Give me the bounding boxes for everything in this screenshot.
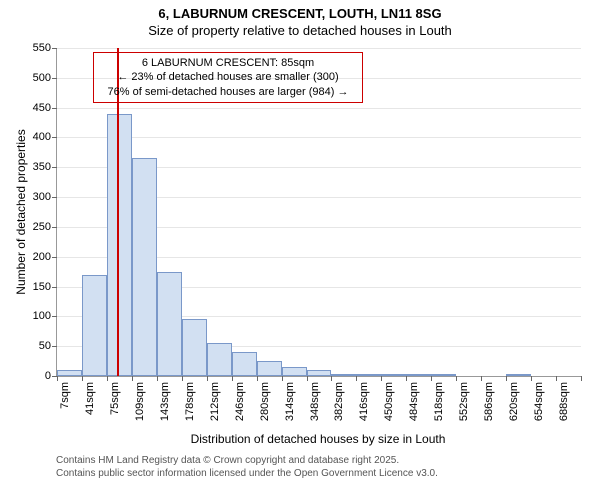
xtick-label: 75sqm — [109, 382, 121, 415]
xtick-label: 518sqm — [433, 382, 445, 421]
xtick-mark — [232, 376, 233, 381]
histogram-bar — [307, 370, 332, 376]
xtick-label: 7sqm — [59, 382, 71, 409]
xtick-mark — [406, 376, 407, 381]
xtick-mark — [531, 376, 532, 381]
xtick-label: 41sqm — [84, 382, 96, 415]
footer-line-2: Contains public sector information licen… — [56, 467, 438, 480]
xtick-label: 688sqm — [558, 382, 570, 421]
ytick-label: 450 — [33, 102, 57, 114]
xtick-label: 416sqm — [358, 382, 370, 421]
chart-title: 6, LABURNUM CRESCENT, LOUTH, LN11 8SG — [0, 0, 600, 23]
histogram-bar — [207, 343, 232, 376]
xtick-mark — [82, 376, 83, 381]
ytick-label: 150 — [33, 281, 57, 293]
callout-box: 6 LABURNUM CRESCENT: 85sqm← 23% of detac… — [93, 52, 363, 103]
xtick-label: 178sqm — [184, 382, 196, 421]
xtick-mark — [331, 376, 332, 381]
xtick-mark — [157, 376, 158, 381]
xtick-label: 143sqm — [159, 382, 171, 421]
chart-subtitle: Size of property relative to detached ho… — [0, 23, 600, 40]
xtick-mark — [456, 376, 457, 381]
histogram-bar — [356, 374, 381, 376]
xtick-label: 552sqm — [458, 382, 470, 421]
xtick-mark — [381, 376, 382, 381]
ytick-label: 250 — [33, 221, 57, 233]
xtick-mark — [481, 376, 482, 381]
xtick-label: 654sqm — [533, 382, 545, 421]
grid-line — [57, 108, 581, 109]
xtick-mark — [581, 376, 582, 381]
xtick-mark — [307, 376, 308, 381]
histogram-bar — [331, 374, 356, 376]
xtick-label: 348sqm — [309, 382, 321, 421]
title-line-2: Size of property relative to detached ho… — [148, 23, 452, 38]
xtick-mark — [182, 376, 183, 381]
xtick-mark — [132, 376, 133, 381]
xtick-label: 246sqm — [234, 382, 246, 421]
callout-line-0: 6 LABURNUM CRESCENT: 85sqm — [100, 56, 356, 70]
grid-line — [57, 137, 581, 138]
ytick-label: 350 — [33, 161, 57, 173]
ytick-label: 400 — [33, 131, 57, 143]
xtick-mark — [257, 376, 258, 381]
ytick-label: 0 — [45, 370, 57, 382]
ytick-label: 50 — [39, 340, 57, 352]
histogram-bar — [82, 275, 107, 376]
xtick-label: 382sqm — [333, 382, 345, 421]
xtick-label: 314sqm — [284, 382, 296, 421]
histogram-bar — [57, 370, 82, 376]
xtick-mark — [431, 376, 432, 381]
x-axis-label: Distribution of detached houses by size … — [56, 432, 580, 446]
plot-area: 0501001502002503003504004505005507sqm41s… — [56, 48, 581, 377]
xtick-label: 212sqm — [209, 382, 221, 421]
xtick-mark — [207, 376, 208, 381]
y-axis-label: Number of detached properties — [14, 129, 28, 294]
footer: Contains HM Land Registry data © Crown c… — [56, 454, 438, 480]
histogram-bar — [381, 374, 406, 376]
ytick-label: 100 — [33, 310, 57, 322]
xtick-label: 280sqm — [259, 382, 271, 421]
histogram-bar — [132, 158, 157, 376]
ytick-label: 550 — [33, 42, 57, 54]
xtick-label: 620sqm — [508, 382, 520, 421]
ytick-label: 500 — [33, 72, 57, 84]
xtick-mark — [107, 376, 108, 381]
xtick-label: 450sqm — [383, 382, 395, 421]
histogram-bar — [182, 319, 207, 376]
histogram-bar — [282, 367, 307, 376]
ytick-label: 300 — [33, 191, 57, 203]
xtick-mark — [282, 376, 283, 381]
xtick-mark — [556, 376, 557, 381]
callout-line-1: ← 23% of detached houses are smaller (30… — [100, 70, 356, 84]
histogram-bar — [257, 361, 282, 376]
xtick-mark — [506, 376, 507, 381]
xtick-label: 586sqm — [483, 382, 495, 421]
callout-line-2: 76% of semi-detached houses are larger (… — [100, 85, 356, 99]
title-line-1: 6, LABURNUM CRESCENT, LOUTH, LN11 8SG — [158, 6, 441, 21]
footer-line-1: Contains HM Land Registry data © Crown c… — [56, 454, 438, 467]
grid-line — [57, 48, 581, 49]
xtick-mark — [356, 376, 357, 381]
histogram-bar — [157, 272, 182, 376]
xtick-label: 484sqm — [408, 382, 420, 421]
xtick-label: 109sqm — [134, 382, 146, 421]
histogram-bar — [506, 374, 531, 376]
histogram-bar — [232, 352, 257, 376]
ytick-label: 200 — [33, 251, 57, 263]
histogram-bar — [431, 374, 456, 376]
histogram-bar — [406, 374, 431, 376]
xtick-mark — [57, 376, 58, 381]
histogram-bar — [107, 114, 132, 376]
